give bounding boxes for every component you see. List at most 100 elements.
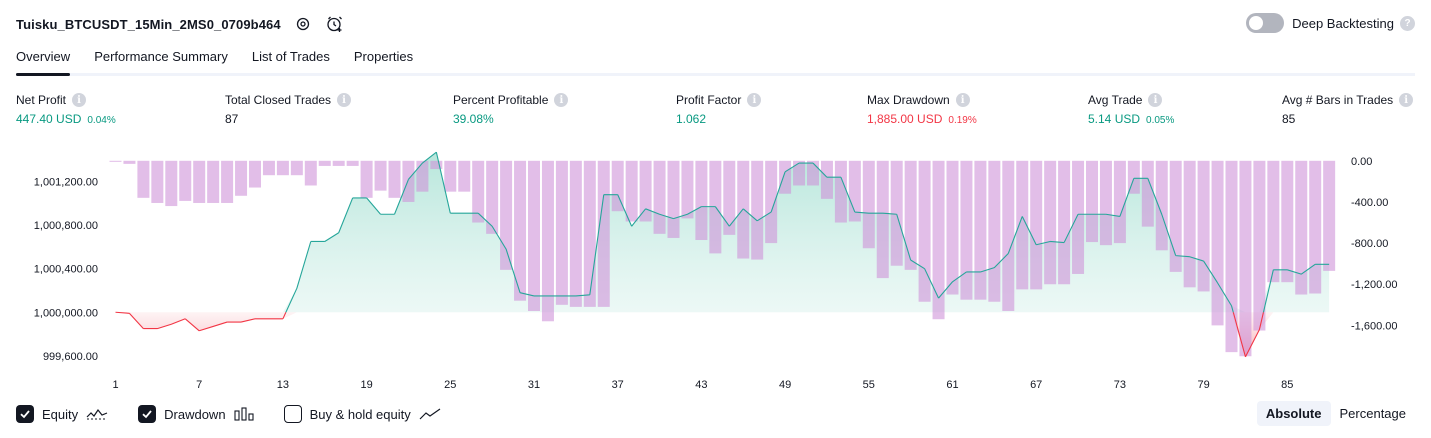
drawdown-bar (1169, 160, 1182, 272)
drawdown-bar (1295, 160, 1308, 295)
right-axis-tick-label: -1,200.00 (1351, 279, 1397, 291)
x-axis-tick-label: 85 (1281, 379, 1293, 391)
drawdown-bar (1016, 160, 1029, 290)
drawdown-bar (276, 160, 289, 176)
right-axis-tick-label: 0.00 (1351, 156, 1372, 168)
x-axis-tick-label: 55 (863, 379, 875, 391)
drawdown-bar (555, 160, 568, 305)
equity-drawdown-chart[interactable]: 1,001,200.00 1,000,800.00 1,000,400.00 1,00… (0, 138, 1431, 398)
left-axis-tick-label: 1,001,200.00 (34, 177, 98, 189)
x-axis-tick-label: 7 (196, 379, 202, 391)
legend-equity[interactable]: Equity (16, 405, 108, 423)
drawdown-bar (1323, 160, 1336, 271)
drawdown-bar (974, 160, 987, 300)
stat-value: 87 (225, 112, 239, 126)
tab-overview[interactable]: Overview (16, 44, 71, 76)
drawdown-bar (1183, 160, 1196, 288)
drawdown-checkbox[interactable] (138, 405, 157, 423)
drawdown-bar (318, 160, 331, 166)
info-icon[interactable]: i (72, 93, 87, 107)
info-icon[interactable]: i (1148, 93, 1163, 107)
add-alert-clock-icon[interactable] (325, 14, 345, 34)
stat-label: Profit Factor (676, 93, 742, 107)
legend-buy-hold-equity[interactable]: Buy & hold equity (283, 405, 441, 423)
strategy-title: Tuisku_BTCUSDT_15Min_2MS0_0709b464 (16, 16, 281, 32)
equity-area-negative (115, 312, 1330, 357)
x-axis-tick-label: 31 (528, 379, 540, 391)
strategy-header: Tuisku_BTCUSDT_15Min_2MS0_0709b464 (16, 12, 345, 36)
stat-label: Avg Trade (1088, 93, 1143, 107)
drawdown-bar (1044, 160, 1057, 285)
drawdown-bar (151, 160, 164, 203)
drawdown-bar (1002, 160, 1015, 311)
info-icon[interactable]: i (747, 93, 762, 107)
drawdown-bar (597, 160, 610, 307)
drawdown-bar (751, 160, 764, 260)
drawdown-bar (444, 160, 457, 192)
report-tabs: Overview Performance Summary List of Tra… (16, 44, 1415, 76)
drawdown-bar (904, 160, 917, 270)
buy-hold-line-icon (419, 407, 441, 421)
drawdown-bar (625, 160, 638, 222)
right-axis-tick-label: -400.00 (1351, 197, 1388, 209)
stat-profit-factor: Profit Factor i 1.062 (676, 93, 762, 126)
drawdown-bar (1058, 160, 1071, 285)
x-axis-tick-label: 13 (277, 379, 289, 391)
drawdown-bar (472, 160, 485, 223)
drawdown-bar (583, 160, 596, 307)
drawdown-bar (1086, 160, 1098, 243)
drawdown-bar (932, 160, 945, 320)
drawdown-bar (918, 160, 931, 302)
info-icon[interactable]: i (337, 93, 352, 107)
drawdown-bar (1099, 160, 1112, 246)
percentage-button[interactable]: Percentage (1339, 406, 1407, 421)
drawdown-bar (458, 160, 471, 192)
stat-value: 5.14 USD (1088, 112, 1141, 126)
drawdown-bar (569, 160, 582, 307)
x-axis-tick-label: 37 (612, 379, 624, 391)
drawdown-bar (514, 160, 527, 301)
legend-drawdown[interactable]: Drawdown (138, 405, 254, 423)
deep-backtesting-toggle[interactable] (1246, 13, 1285, 33)
drawdown-bar (290, 160, 303, 176)
drawdown-bar (304, 160, 317, 186)
x-axis-tick-label: 19 (360, 379, 372, 391)
tab-performance-summary[interactable]: Performance Summary (94, 49, 228, 64)
stat-value: 39.08% (453, 112, 494, 126)
drawdown-bar (946, 160, 959, 295)
legend-buy-hold-label: Buy & hold equity (309, 406, 411, 422)
buy-hold-checkbox[interactable] (283, 405, 302, 423)
drawdown-bar (1281, 160, 1294, 283)
tab-list-of-trades[interactable]: List of Trades (251, 49, 330, 64)
help-question-icon[interactable]: ? (1400, 15, 1415, 31)
drawdown-bar (137, 160, 150, 198)
equity-line-positive (285, 151, 1330, 313)
drawdown-bar (221, 160, 234, 203)
absolute-button[interactable]: Absolute (1256, 401, 1331, 426)
stat-label: Total Closed Trades (225, 93, 332, 107)
stat-avg-bars-in-trades: Avg # Bars in Trades i 85 (1282, 93, 1414, 126)
left-axis-tick-label: 1,000,000.00 (34, 307, 98, 319)
info-icon[interactable]: i (554, 93, 569, 107)
drawdown-bar (430, 160, 443, 170)
equity-checkbox[interactable] (16, 405, 34, 423)
drawdown-bar (374, 160, 387, 191)
x-axis-tick-label: 67 (1030, 379, 1042, 391)
stat-percent: 0.04% (87, 115, 116, 126)
drawdown-bar (1267, 160, 1280, 283)
drawdown-bar (332, 160, 345, 166)
summary-stats: Net Profit i 447.40 USD 0.04% Total Closed… (16, 93, 1415, 133)
drawdown-bar (262, 160, 275, 176)
left-axis-tick-label: 999,600.00 (43, 351, 98, 363)
drawdown-bar (193, 160, 206, 203)
right-axis-tick-label: -1,600.00 (1351, 320, 1397, 332)
settings-gear-icon[interactable] (293, 14, 313, 34)
tab-properties[interactable]: Properties (353, 49, 414, 64)
stat-value: 1,885.00 USD (867, 112, 943, 126)
drawdown-bar (765, 160, 778, 244)
info-icon[interactable]: i (1399, 93, 1414, 107)
drawdown-bars-icon (234, 407, 254, 421)
drawdown-bar (1309, 160, 1322, 294)
drawdown-bar (890, 160, 903, 266)
info-icon[interactable]: i (955, 93, 970, 107)
